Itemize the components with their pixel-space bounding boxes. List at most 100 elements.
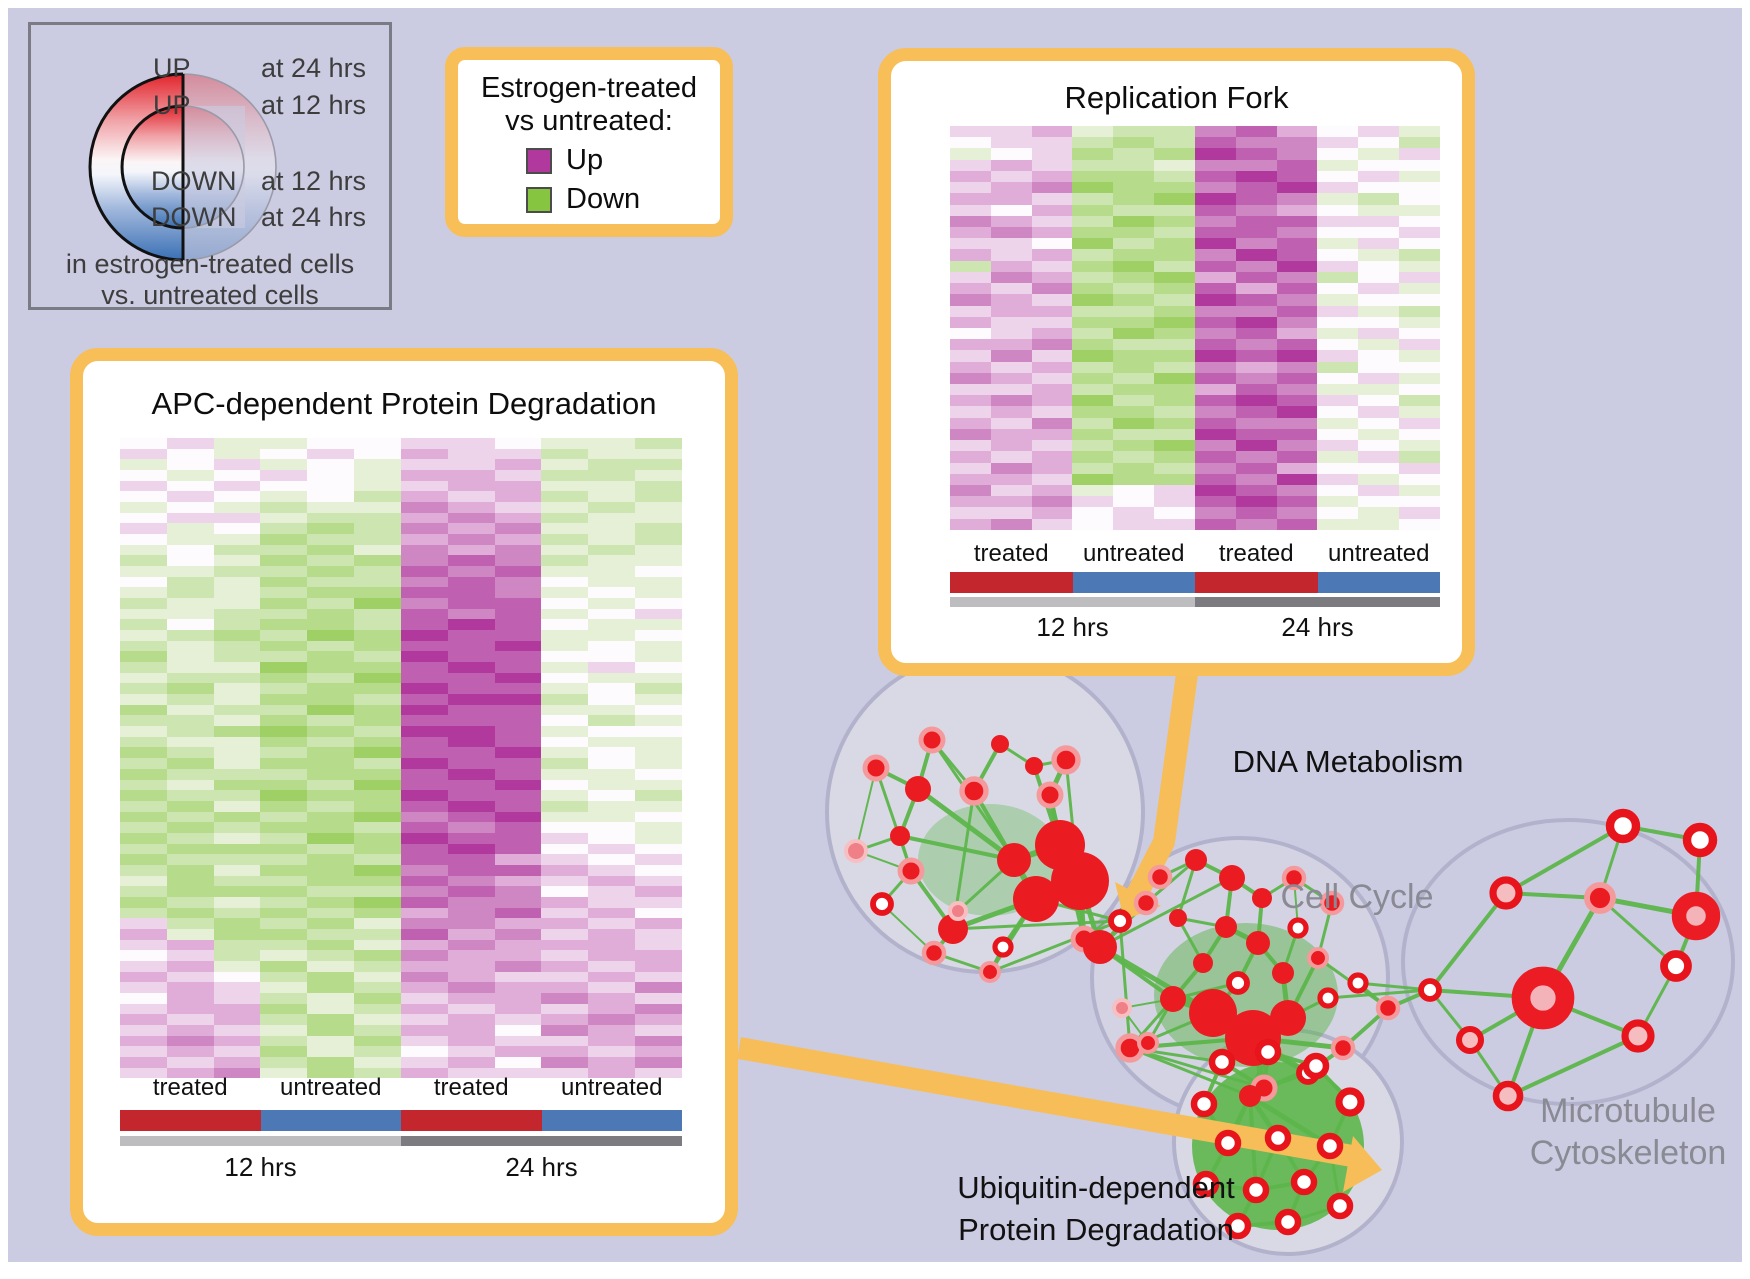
heatmap-row — [120, 918, 682, 929]
heatmap-cell — [1235, 226, 1277, 239]
heatmap-cell — [1399, 507, 1440, 519]
heatmap-cell — [494, 470, 542, 481]
heatmap-cell — [213, 1056, 261, 1068]
heatmap-cell — [354, 950, 401, 961]
heatmap-cell — [307, 619, 355, 631]
heatmap-cell — [166, 726, 214, 737]
condition-label: treated — [152, 1074, 228, 1101]
heatmap-cell — [1276, 350, 1318, 362]
heatmap-cell — [950, 462, 991, 474]
heatmap-cell — [1072, 507, 1114, 519]
heatmap-cell — [1276, 260, 1318, 272]
heatmap-cell — [1031, 249, 1073, 261]
heatmap-cell — [950, 271, 991, 284]
heatmap-row — [120, 832, 682, 844]
heatmap-cell — [588, 662, 636, 673]
heatmap-cell — [635, 1056, 682, 1068]
heatmap-cell — [541, 1003, 589, 1015]
heatmap-cell — [307, 726, 355, 737]
heatmap-cell — [950, 327, 991, 340]
heatmap-cell — [1072, 126, 1114, 138]
heatmap-cell — [354, 598, 401, 609]
heatmap-cell — [260, 672, 308, 684]
condition-bar-segment — [401, 1110, 542, 1131]
heatmap-cell — [541, 854, 589, 865]
heatmap-cell — [354, 811, 401, 823]
heatmap-cell — [494, 928, 542, 940]
heatmap-cell — [354, 1024, 401, 1036]
heatmap-row — [950, 215, 1440, 227]
heatmap-cell — [990, 204, 1032, 216]
heatmap-row — [950, 485, 1440, 497]
heatmap-cell — [166, 683, 214, 695]
heatmap-row — [120, 576, 682, 588]
heatmap-cell — [1399, 294, 1440, 306]
heatmap-cell — [1358, 249, 1400, 261]
heatmap-row — [950, 384, 1440, 396]
heatmap-cell — [990, 137, 1032, 149]
heatmap-cell — [400, 875, 448, 887]
heatmap-row — [120, 822, 682, 833]
heatmap-row — [950, 159, 1440, 171]
heatmap-cell — [1317, 137, 1359, 149]
heatmap-cell — [354, 854, 401, 865]
heatmap-cell — [1113, 372, 1155, 385]
heatmap-cell — [260, 747, 308, 759]
heatmap-cell — [990, 507, 1032, 519]
heatmap-cell — [541, 747, 589, 759]
heatmap-cell — [447, 971, 495, 983]
heatmap-cell — [494, 662, 542, 673]
heatmap-cell — [635, 800, 682, 812]
heatmap-cell — [166, 758, 214, 769]
heatmap-cell — [400, 758, 448, 769]
heatmap-cell — [635, 523, 682, 535]
heatmap-cell — [1072, 518, 1114, 530]
heatmap-cell — [307, 438, 355, 449]
heatmap-cell — [120, 790, 167, 801]
heatmap-cell — [400, 534, 448, 545]
heatmap-cell — [307, 747, 355, 759]
heatmap-cell — [307, 992, 355, 1004]
heatmap-cell — [588, 971, 636, 983]
legend-down-label: Down — [566, 183, 641, 215]
heatmap-cell — [494, 438, 542, 449]
heatmap-cell — [494, 480, 542, 492]
heatmap-cell — [1031, 518, 1073, 530]
heatmap-cell — [1031, 384, 1073, 396]
heatmap-cell — [635, 470, 682, 481]
heatmap-cell — [1276, 417, 1318, 429]
heatmap-cell — [400, 448, 448, 460]
heatmap-cell — [213, 832, 261, 844]
heatmap-cell — [541, 630, 589, 641]
heatmap-cell — [1317, 462, 1359, 474]
heatmap-row — [950, 137, 1440, 149]
heatmap-cell — [213, 534, 261, 545]
heatmap-cell — [950, 316, 991, 328]
heatmap-cell — [950, 238, 991, 250]
heatmap-cell — [1317, 215, 1359, 227]
heatmap-cell — [260, 544, 308, 556]
heatmap-row — [950, 395, 1440, 407]
heatmap-cell — [400, 1024, 448, 1036]
heatmap-row — [120, 800, 682, 812]
heatmap-cell — [120, 971, 167, 983]
heatmap-cell — [1358, 137, 1400, 149]
heatmap-cell — [213, 1035, 261, 1047]
heatmap-cell — [1072, 283, 1114, 295]
heatmap-cell — [166, 843, 214, 855]
heatmap-row — [120, 1024, 682, 1036]
heatmap-cell — [1235, 327, 1277, 340]
heatmap-cell — [354, 587, 401, 599]
heatmap-cell — [1235, 440, 1277, 452]
heatmap-cell — [1031, 327, 1073, 340]
heatmap-cell — [307, 822, 355, 833]
heatmap-cell — [1072, 339, 1114, 351]
heatmap-cell — [213, 950, 261, 961]
heatmap-cell — [1276, 462, 1318, 474]
heatmap-row — [120, 758, 682, 769]
heatmap-cell — [166, 459, 214, 471]
heatmap-cell — [1194, 361, 1236, 373]
heatmap-cell — [494, 704, 542, 716]
heatmap-cell — [1031, 339, 1073, 351]
heatmap-cell — [1194, 204, 1236, 216]
